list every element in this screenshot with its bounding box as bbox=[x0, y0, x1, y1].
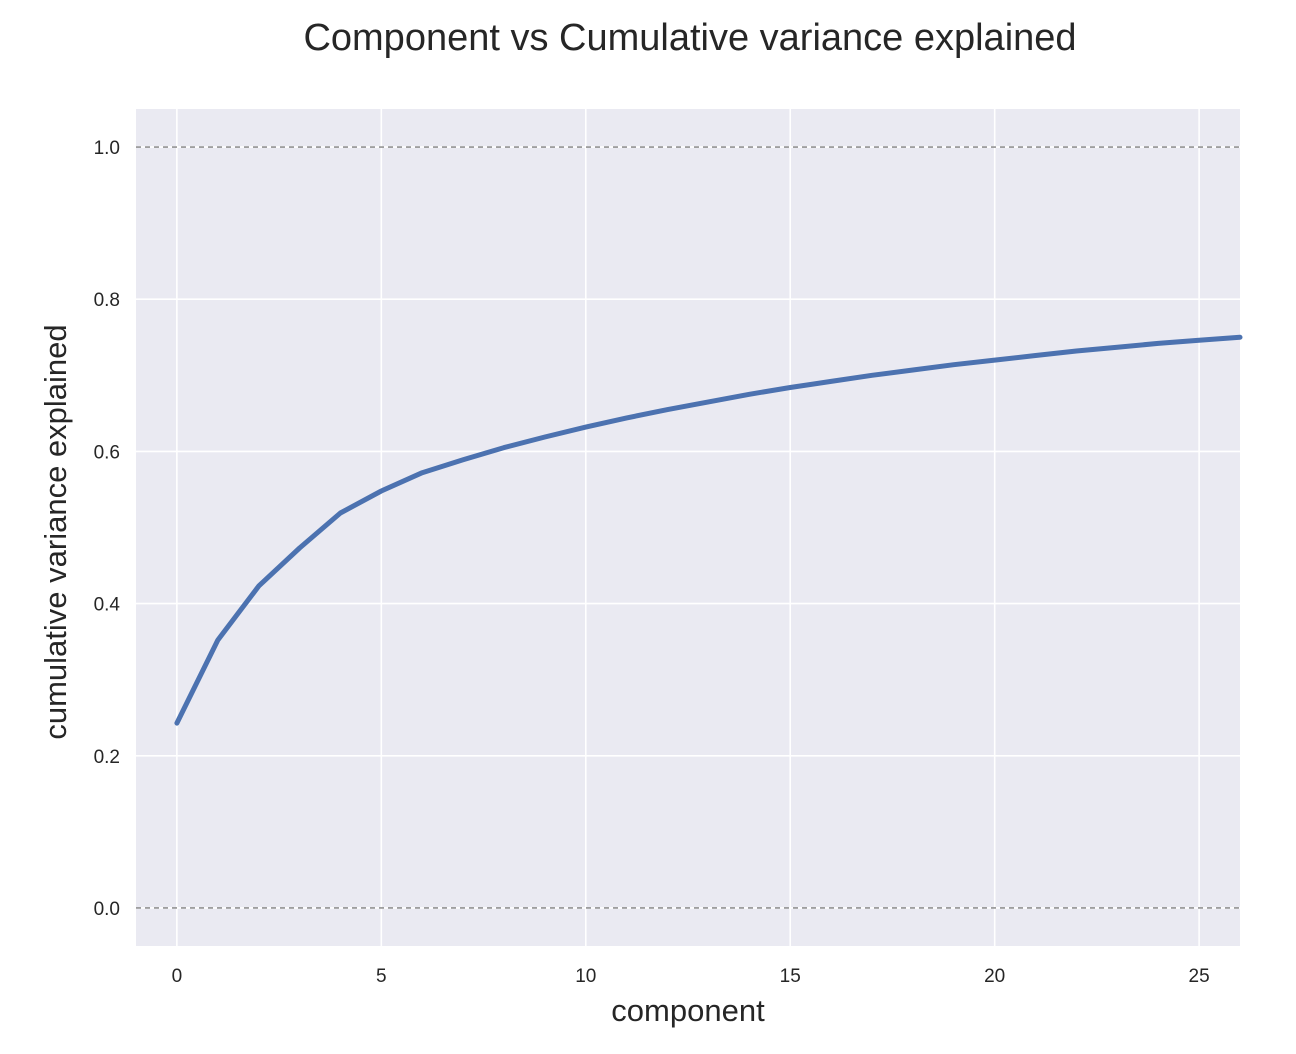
y-tick-label: 1.0 bbox=[94, 138, 120, 159]
x-tick-label: 25 bbox=[1189, 966, 1210, 987]
y-tick-label: 0.4 bbox=[94, 595, 121, 616]
x-axis-label: component bbox=[611, 993, 765, 1028]
y-axis-label: cumulative variance explained bbox=[38, 324, 73, 739]
y-tick-label: 0.6 bbox=[94, 442, 120, 463]
x-tick-label: 0 bbox=[172, 966, 183, 987]
x-tick-label: 20 bbox=[984, 966, 1005, 987]
series-line bbox=[174, 334, 1243, 726]
x-tick-label: 15 bbox=[780, 966, 801, 987]
x-tick-label: 5 bbox=[376, 966, 387, 987]
y-tick-label: 0.2 bbox=[94, 747, 120, 768]
x-tick-labels: 0 5 10 15 20 25 bbox=[172, 966, 1210, 987]
chart-title: Component vs Cumulative variance explain… bbox=[303, 17, 1076, 59]
y-tick-label: 0.0 bbox=[94, 899, 120, 920]
x-tick-label: 10 bbox=[575, 966, 596, 987]
series-layer bbox=[174, 334, 1243, 726]
plot-area bbox=[136, 109, 1240, 946]
y-tick-label: 0.8 bbox=[94, 290, 120, 311]
y-tick-labels: 0.0 0.2 0.4 0.6 0.8 1.0 bbox=[94, 138, 121, 920]
reference-lines bbox=[136, 146, 1240, 909]
